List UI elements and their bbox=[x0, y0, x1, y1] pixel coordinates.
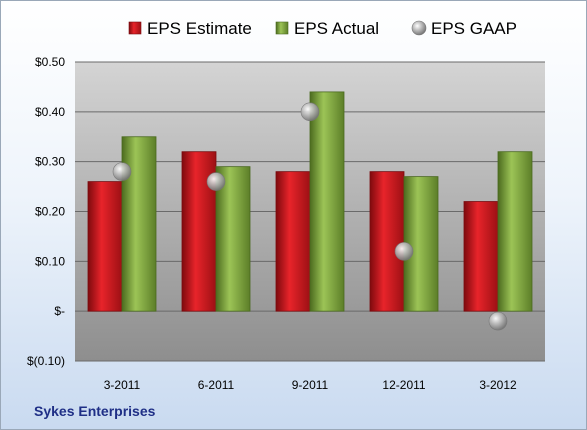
y-axis: $(0.10) $- $0.10 $0.20 $0.30 $0.40 $0.50 bbox=[27, 55, 65, 368]
y-tick-label: $0.50 bbox=[35, 55, 65, 69]
legend-label-eps-estimate: EPS Estimate bbox=[147, 19, 252, 38]
legend-label-eps-actual: EPS Actual bbox=[294, 19, 379, 38]
legend-label-eps-gaap: EPS GAAP bbox=[431, 19, 517, 38]
x-tick-label: 3-2011 bbox=[104, 378, 141, 392]
bar-eps-actual bbox=[215, 166, 251, 312]
x-tick-label: 6-2011 bbox=[198, 378, 235, 392]
y-tick-label: $(0.10) bbox=[27, 354, 65, 368]
company-name: Sykes Enterprises bbox=[34, 403, 156, 419]
bar-eps-estimate bbox=[275, 171, 311, 312]
y-tick-label: $0.30 bbox=[35, 155, 65, 169]
x-tick-label: 3-2012 bbox=[479, 378, 517, 392]
bar-eps-actual bbox=[309, 91, 345, 312]
bar-eps-actual bbox=[121, 136, 157, 312]
marker-eps-gaap bbox=[206, 172, 226, 191]
gaap-markers-layer bbox=[112, 102, 508, 331]
marker-eps-gaap bbox=[300, 102, 320, 122]
x-axis: 3-2011 6-2011 9-2011 12-2011 3-2012 bbox=[104, 378, 517, 392]
y-tick-label: $0.20 bbox=[35, 205, 65, 219]
y-tick-label: $0.10 bbox=[35, 254, 65, 268]
legend: EPS Estimate EPS Actual EPS GAAP bbox=[128, 19, 517, 38]
legend-swatch-eps-estimate bbox=[128, 21, 142, 35]
bar-eps-actual bbox=[497, 151, 533, 312]
bar-eps-estimate bbox=[87, 181, 123, 312]
x-tick-label: 9-2011 bbox=[292, 378, 329, 392]
x-tick-label: 12-2011 bbox=[382, 378, 425, 392]
marker-eps-gaap bbox=[394, 242, 414, 261]
bar-eps-estimate bbox=[463, 201, 499, 312]
marker-eps-gaap bbox=[112, 162, 132, 181]
bars-layer bbox=[87, 91, 533, 312]
y-tick-label: $0.40 bbox=[35, 105, 65, 119]
bar-eps-estimate bbox=[369, 171, 405, 312]
legend-swatch-eps-gaap bbox=[411, 20, 427, 36]
y-tick-label: $- bbox=[54, 304, 65, 318]
bar-eps-actual bbox=[403, 176, 439, 312]
legend-swatch-eps-actual bbox=[275, 21, 289, 35]
marker-eps-gaap bbox=[488, 311, 508, 331]
